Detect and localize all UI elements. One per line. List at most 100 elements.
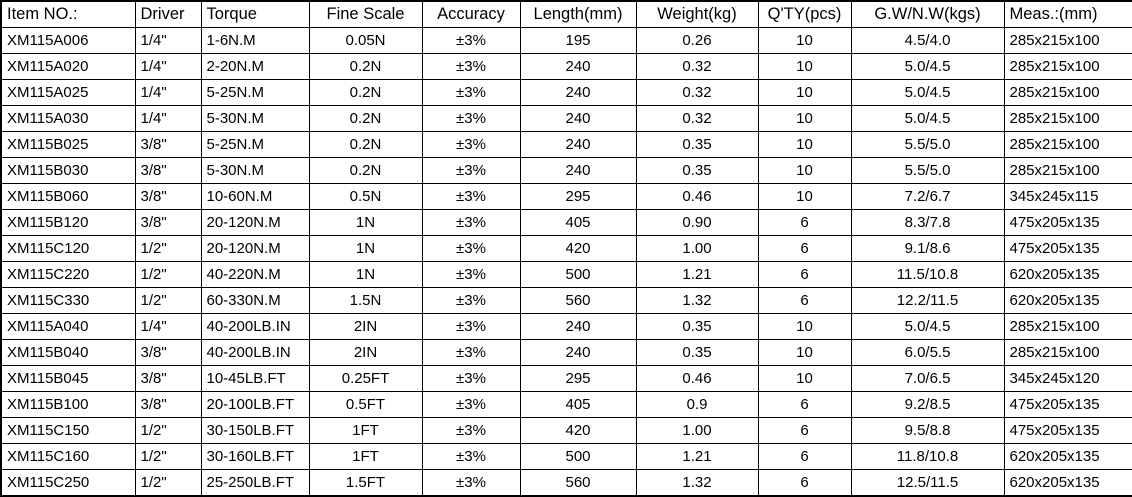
cell: 5.5/5.0 [850, 157, 1005, 184]
cell: 3/8" [134, 339, 202, 366]
cell: 285x215x100 [1003, 53, 1132, 80]
cell: 285x215x100 [1003, 313, 1132, 340]
cell: 500 [519, 443, 637, 470]
cell: 1FT [308, 417, 423, 444]
cell: 0.5FT [308, 391, 423, 418]
cell: 10 [757, 183, 852, 210]
cell: 500 [519, 261, 637, 288]
cell: 1.5FT [308, 469, 423, 497]
cell: 1/4" [134, 79, 202, 106]
cell: 1/2" [134, 417, 202, 444]
cell: XM115C250 [0, 469, 136, 497]
cell: 10-45LB.FT [200, 365, 310, 392]
cell: 11.8/10.8 [850, 443, 1005, 470]
cell: 0.35 [635, 131, 759, 158]
cell: 40-220N.M [200, 261, 310, 288]
column-header: Accuracy [421, 0, 521, 28]
cell: 10 [757, 53, 852, 80]
cell: XM115A025 [0, 79, 136, 106]
column-header: Length(mm) [519, 0, 637, 28]
cell: ±3% [421, 157, 521, 184]
cell: 1.21 [635, 443, 759, 470]
table-body: XM115A006 1/4" 1-6N.M 0.05N ±3% 195 0.26 10 4.5/… [0, 27, 1132, 497]
cell: 1.32 [635, 287, 759, 314]
cell: 3/8" [134, 131, 202, 158]
cell: 560 [519, 469, 637, 497]
table-row: XM115A030 1/4" 5-30N.M 0.2N ±3% 240 0.32 10 5.0/… [0, 105, 1132, 132]
cell: 240 [519, 157, 637, 184]
cell: ±3% [421, 183, 521, 210]
cell: 6 [757, 235, 852, 262]
column-header: Torque [200, 0, 310, 28]
cell: 6 [757, 443, 852, 470]
cell: 6 [757, 469, 852, 497]
cell: 295 [519, 183, 637, 210]
cell: 0.35 [635, 157, 759, 184]
cell: 1.21 [635, 261, 759, 288]
cell: 0.2N [308, 131, 423, 158]
cell: 1N [308, 261, 423, 288]
cell: 6 [757, 209, 852, 236]
cell: 3/8" [134, 391, 202, 418]
cell: ±3% [421, 339, 521, 366]
cell: 0.2N [308, 157, 423, 184]
cell: 1/2" [134, 261, 202, 288]
cell: 1N [308, 209, 423, 236]
cell: 5-30N.M [200, 157, 310, 184]
cell: XM115B045 [0, 365, 136, 392]
cell: 5-30N.M [200, 105, 310, 132]
cell: 0.46 [635, 365, 759, 392]
cell: 40-200LB.IN [200, 339, 310, 366]
cell: XM115C330 [0, 287, 136, 314]
cell: 40-200LB.IN [200, 313, 310, 340]
cell: XM115B030 [0, 157, 136, 184]
table-row: XM115C250 1/2" 25-250LB.FT 1.5FT ±3% 560 1.32 6… [0, 469, 1132, 497]
cell: 6.0/5.5 [850, 339, 1005, 366]
cell: XM115B040 [0, 339, 136, 366]
cell: 0.90 [635, 209, 759, 236]
cell: 240 [519, 105, 637, 132]
cell: 8.3/7.8 [850, 209, 1005, 236]
cell: 0.25FT [308, 365, 423, 392]
cell: 285x215x100 [1003, 131, 1132, 158]
cell: 420 [519, 235, 637, 262]
cell: 2IN [308, 339, 423, 366]
cell: 10 [757, 79, 852, 106]
cell: 0.32 [635, 53, 759, 80]
cell: 620x205x135 [1003, 443, 1132, 470]
cell: 30-150LB.FT [200, 417, 310, 444]
cell: XM115A040 [0, 313, 136, 340]
cell: ±3% [421, 417, 521, 444]
cell: 285x215x100 [1003, 105, 1132, 132]
table-row: XM115A006 1/4" 1-6N.M 0.05N ±3% 195 0.26 10 4.5/… [0, 27, 1132, 54]
cell: 0.2N [308, 105, 423, 132]
cell: 0.2N [308, 53, 423, 80]
cell: 1/2" [134, 443, 202, 470]
cell: 0.35 [635, 313, 759, 340]
cell: 6 [757, 261, 852, 288]
cell: 295 [519, 365, 637, 392]
cell: XM115C160 [0, 443, 136, 470]
cell: 0.32 [635, 105, 759, 132]
cell: 285x215x100 [1003, 27, 1132, 54]
cell: 240 [519, 79, 637, 106]
cell: 10-60N.M [200, 183, 310, 210]
table-row: XM115C150 1/2" 30-150LB.FT 1FT ±3% 420 1.00 6 9.… [0, 417, 1132, 444]
cell: 0.26 [635, 27, 759, 54]
cell: ±3% [421, 469, 521, 497]
cell: 1.32 [635, 469, 759, 497]
cell: 345x245x120 [1003, 365, 1132, 392]
header-row: Item NO.: Driver Torque Fine Scale Accuracy L… [0, 0, 1132, 28]
cell: 475x205x135 [1003, 235, 1132, 262]
column-header: Q'TY(pcs) [757, 0, 852, 28]
cell: 620x205x135 [1003, 287, 1132, 314]
table-row: XM115C330 1/2" 60-330N.M 1.5N ±3% 560 1.32 6 12.… [0, 287, 1132, 314]
cell: 3/8" [134, 365, 202, 392]
table-header: Item NO.: Driver Torque Fine Scale Accuracy L… [0, 0, 1132, 28]
cell: 6 [757, 391, 852, 418]
table-row: XM115A025 1/4" 5-25N.M 0.2N ±3% 240 0.32 10 5.0/… [0, 79, 1132, 106]
cell: XM115B060 [0, 183, 136, 210]
cell: 3/8" [134, 157, 202, 184]
table-row: XM115B040 3/8" 40-200LB.IN 2IN ±3% 240 0.35 10 6… [0, 339, 1132, 366]
